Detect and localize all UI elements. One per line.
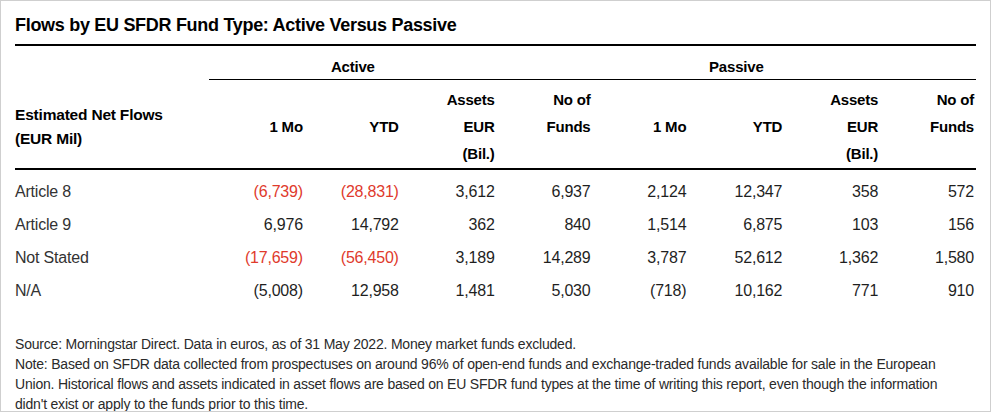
table-cell: 1,362	[784, 249, 880, 267]
table-cell: 1,580	[880, 249, 976, 267]
column-header-passive-nofunds: No of Funds	[880, 86, 976, 167]
table-cell: 6,875	[688, 216, 784, 234]
table-cell: (718)	[593, 282, 689, 300]
row-header-line1: Estimated Net Flows	[15, 103, 209, 127]
column-header-passive-assets: Assets EUR (Bil.)	[784, 86, 880, 167]
row-header: Estimated Net Flows (EUR Mil)	[15, 86, 209, 167]
column-header-label: Funds	[547, 118, 593, 135]
footnote-note-line2: Union. Historical flows and assets indic…	[15, 374, 976, 394]
group-label-active: Active	[331, 58, 375, 80]
table-cell: 358	[784, 183, 880, 201]
column-header-active-1mo: 1 Mo	[209, 86, 305, 167]
column-header-label: (Bil.)	[846, 145, 880, 162]
column-header-passive-1mo: 1 Mo	[593, 86, 689, 167]
column-header-active-ytd: YTD	[305, 86, 401, 167]
table-row-na: N/A (5,008) 12,958 1,481 5,030 (718) 10,…	[15, 274, 976, 307]
column-header-label: No of	[553, 91, 592, 108]
column-header-label: EUR	[464, 118, 497, 135]
table-row-article-8: Article 8 (6,739) (28,831) 3,612 6,937 2…	[15, 175, 976, 208]
column-header-row: Estimated Net Flows (EUR Mil) 1 Mo YTD A…	[15, 80, 976, 170]
group-label-passive: Passive	[709, 58, 763, 80]
table-cell: 840	[497, 216, 593, 234]
footnote-source: Source: Morningstar Direct. Data in euro…	[15, 334, 976, 354]
table-cell: 3,189	[401, 249, 497, 267]
table-cell: 12,347	[688, 183, 784, 201]
column-header-active-nofunds: No of Funds	[497, 86, 593, 167]
column-header-label: Assets	[447, 91, 497, 108]
table-cell: 2,124	[593, 183, 689, 201]
table-cell: 12,958	[305, 282, 401, 300]
row-label: Article 8	[15, 183, 209, 201]
table-cell: (56,450)	[305, 249, 401, 267]
table-cell: (28,831)	[305, 183, 401, 201]
table-cell: (6,739)	[209, 183, 305, 201]
column-header-label: (Bil.)	[462, 145, 496, 162]
row-label: Not Stated	[15, 249, 209, 267]
column-header-label: No of	[937, 91, 976, 108]
table-cell: 771	[784, 282, 880, 300]
column-header-label: Funds	[930, 118, 976, 135]
table-row-not-stated: Not Stated (17,659) (56,450) 3,189 14,28…	[15, 241, 976, 274]
column-header-active-assets: Assets EUR (Bil.)	[401, 86, 497, 167]
table-body: Article 8 (6,739) (28,831) 3,612 6,937 2…	[15, 175, 976, 307]
table-cell: 3,787	[593, 249, 689, 267]
table-cell: (17,659)	[209, 249, 305, 267]
group-underline	[209, 79, 976, 80]
footnotes: Source: Morningstar Direct. Data in euro…	[15, 334, 976, 412]
group-header-row: Active Passive	[15, 46, 976, 80]
table-cell: (5,008)	[209, 282, 305, 300]
column-header-label: YTD	[753, 118, 784, 135]
page-title: Flows by EU SFDR Fund Type: Active Versu…	[15, 1, 976, 37]
exhibit-table: Flows by EU SFDR Fund Type: Active Versu…	[0, 0, 991, 412]
table-cell: 362	[401, 216, 497, 234]
column-header-label: 1 Mo	[270, 118, 305, 135]
table-cell: 103	[784, 216, 880, 234]
table-cell: 3,612	[401, 183, 497, 201]
column-header-label: YTD	[369, 118, 400, 135]
footnote-note-line1: Note: Based on SFDR data collected from …	[15, 354, 976, 374]
column-header-label: EUR	[847, 118, 880, 135]
table-cell: 1,481	[401, 282, 497, 300]
table-cell: 14,792	[305, 216, 401, 234]
row-header-line2: (EUR Mil)	[15, 127, 209, 151]
footnote-note-line3: didn't exist or apply to the funds prior…	[15, 394, 976, 412]
table-cell: 910	[880, 282, 976, 300]
table-cell: 52,612	[688, 249, 784, 267]
table-cell: 14,289	[497, 249, 593, 267]
table-cell: 6,937	[497, 183, 593, 201]
table-row-article-9: Article 9 6,976 14,792 362 840 1,514 6,8…	[15, 208, 976, 241]
table-cell: 1,514	[593, 216, 689, 234]
column-header-label: Assets	[830, 91, 880, 108]
column-header-label: 1 Mo	[653, 118, 688, 135]
column-header-passive-ytd: YTD	[688, 86, 784, 167]
table-cell: 156	[880, 216, 976, 234]
table-cell: 5,030	[497, 282, 593, 300]
row-label: N/A	[15, 282, 209, 300]
row-label: Article 9	[15, 216, 209, 234]
table-cell: 572	[880, 183, 976, 201]
table-cell: 10,162	[688, 282, 784, 300]
table-cell: 6,976	[209, 216, 305, 234]
